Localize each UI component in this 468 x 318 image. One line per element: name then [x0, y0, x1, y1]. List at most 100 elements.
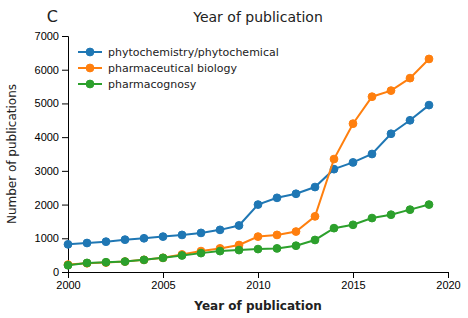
series-marker [121, 258, 129, 266]
y-tick: 3000 [35, 165, 68, 177]
series-marker [387, 130, 395, 138]
x-tick-mark [448, 272, 449, 278]
series-marker [159, 254, 167, 262]
series-marker [425, 201, 433, 209]
y-tick-mark [62, 238, 68, 239]
y-tick-label: 7000 [35, 30, 59, 42]
series-marker [273, 194, 281, 202]
series-marker [273, 231, 281, 239]
series-marker [102, 259, 110, 267]
y-tick-mark [62, 137, 68, 138]
y-tick: 4000 [35, 131, 68, 143]
plot-area: 2000 2005 2010 2015 2020 0 1000 2000 3000 4000 500… [35, 30, 461, 291]
series-marker [273, 244, 281, 252]
x-tick-label: 2000 [56, 279, 80, 291]
x-tick-label: 2015 [341, 279, 365, 291]
y-tick-label: 5000 [35, 97, 59, 109]
series-marker [387, 211, 395, 219]
series-marker [178, 252, 186, 260]
y-tick-mark [62, 205, 68, 206]
series-marker [330, 224, 338, 232]
panel-label: C [47, 7, 58, 26]
legend-entry: phytochemistry/phytochemical [78, 46, 279, 59]
series-marker [140, 256, 148, 264]
x-axis: 2000 2005 2010 2015 2020 [56, 272, 460, 291]
series-marker [349, 159, 357, 167]
series-marker [102, 238, 110, 246]
series-line [68, 205, 429, 266]
series-marker [159, 233, 167, 241]
y-tick: 6000 [35, 64, 68, 76]
series-marker [83, 259, 91, 267]
chart: 2000 2005 2010 2015 2020 0 1000 2000 3000 4000 500… [0, 0, 468, 318]
y-tick-label: 4000 [35, 131, 59, 143]
x-tick-mark [163, 272, 164, 278]
y-tick: 7000 [35, 30, 68, 42]
series-marker [197, 229, 205, 237]
legend: phytochemistry/phytochemical pharmaceutic… [78, 46, 279, 91]
series-marker [64, 261, 72, 269]
series-marker [254, 233, 262, 241]
x-axis-line [69, 273, 449, 279]
series-marker [406, 116, 414, 124]
y-tick-mark [62, 103, 68, 104]
y-tick-mark [62, 171, 68, 172]
series-marker [406, 74, 414, 82]
series-marker [425, 101, 433, 109]
series-marker [178, 231, 186, 239]
series-line [68, 105, 429, 244]
series-marker [121, 236, 129, 244]
series-marker [197, 249, 205, 257]
legend-entry: pharmaceutical biology [78, 62, 238, 75]
y-tick: 1000 [35, 232, 68, 244]
series-marks [64, 55, 433, 269]
legend-label: pharmaceutical biology [108, 62, 238, 75]
series-marker [235, 222, 243, 230]
series-marker [121, 258, 129, 266]
series-marker [387, 87, 395, 95]
y-axis-line [62, 37, 69, 273]
series-marker [254, 245, 262, 253]
series-marker [292, 242, 300, 250]
legend-label: phytochemistry/phytochemical [108, 46, 279, 59]
x-tick: 2010 [246, 272, 270, 291]
series-marker [311, 183, 319, 191]
series-marker [83, 259, 91, 267]
series-marker [64, 240, 72, 248]
y-tick-mark [62, 272, 68, 273]
y-tick: 2000 [35, 199, 68, 211]
x-tick-mark [258, 272, 259, 278]
series-marker [311, 212, 319, 220]
series-line [68, 59, 429, 265]
series-marker [216, 247, 224, 255]
y-tick-label: 3000 [35, 165, 59, 177]
x-tick: 2000 [56, 272, 80, 291]
legend-marker [86, 80, 94, 88]
series-marker [64, 261, 72, 269]
series-marker [159, 254, 167, 262]
series-marker [368, 150, 376, 158]
x-tick-mark [353, 272, 354, 278]
x-tick-label: 2005 [151, 279, 175, 291]
legend-marker [86, 64, 94, 72]
series-marker [311, 236, 319, 244]
series-marker [292, 190, 300, 198]
y-tick-mark [62, 70, 68, 71]
series-marker [292, 228, 300, 236]
series-marker [368, 214, 376, 222]
x-tick: 2020 [436, 272, 460, 291]
y-axis-title: Number of publications [5, 84, 19, 224]
x-tick-label: 2020 [436, 279, 460, 291]
y-tick-mark [62, 36, 68, 37]
title: Year of publication [192, 9, 323, 25]
series-marker [140, 234, 148, 242]
series-marker [330, 155, 338, 163]
legend-marker [86, 48, 94, 56]
series-marker [349, 120, 357, 128]
y-tick-label: 2000 [35, 199, 59, 211]
x-axis-title: Year of publication [193, 299, 321, 313]
y-axis: 0 1000 2000 3000 4000 5000 6000 7000 [35, 30, 69, 278]
y-tick-label: 0 [53, 266, 59, 278]
series-marker [349, 221, 357, 229]
series-marker [216, 226, 224, 234]
